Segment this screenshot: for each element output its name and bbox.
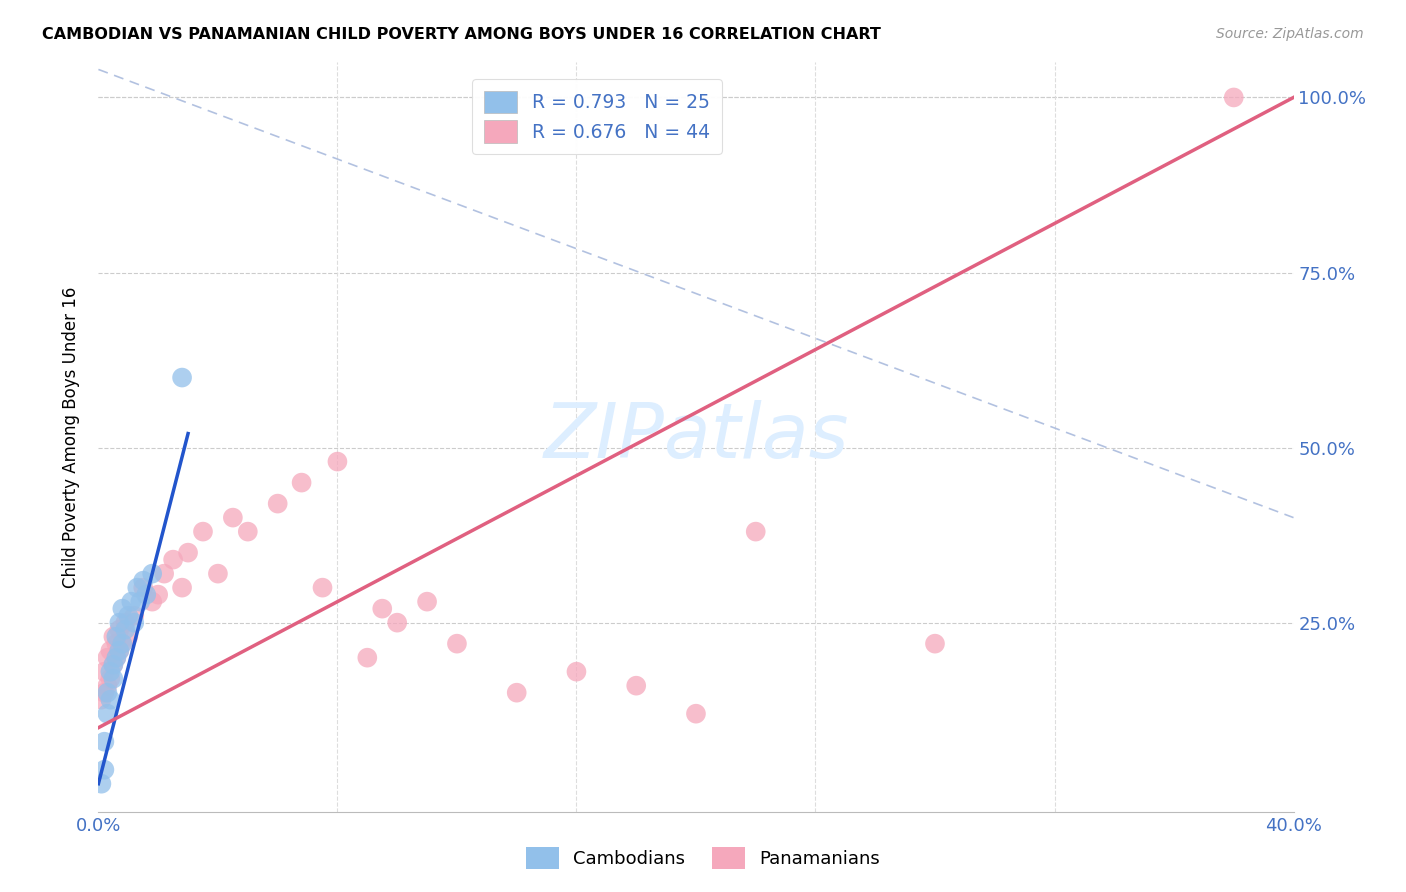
Point <box>416 594 439 608</box>
Point <box>93 763 115 777</box>
Point <box>117 630 139 644</box>
Point <box>124 608 146 623</box>
Point <box>96 686 118 700</box>
Point <box>924 637 946 651</box>
Point <box>108 643 131 657</box>
Point <box>191 524 214 539</box>
Point <box>105 650 128 665</box>
Point <box>132 581 155 595</box>
Text: ZIPatlas: ZIPatlas <box>543 401 849 474</box>
Point <box>96 679 118 693</box>
Text: Source: ZipAtlas.com: Source: ZipAtlas.com <box>1216 27 1364 41</box>
Point <box>172 370 194 384</box>
Legend: Cambodians, Panamanians: Cambodians, Panamanians <box>517 838 889 879</box>
Y-axis label: Child Poverty Among Boys Under 16: Child Poverty Among Boys Under 16 <box>62 286 80 588</box>
Point <box>124 615 146 630</box>
Point <box>148 588 170 602</box>
Point <box>111 637 134 651</box>
Point <box>105 650 128 665</box>
Point <box>93 734 115 748</box>
Point <box>236 524 259 539</box>
Point <box>96 650 118 665</box>
Point <box>90 692 112 706</box>
Point <box>446 637 468 651</box>
Point <box>291 475 314 490</box>
Point <box>93 665 115 679</box>
Point <box>153 566 176 581</box>
Point <box>98 692 122 706</box>
Point <box>127 581 149 595</box>
Point <box>108 615 131 630</box>
Point <box>98 665 122 679</box>
Point <box>267 497 290 511</box>
Point <box>105 637 128 651</box>
Point <box>506 686 529 700</box>
Point <box>207 566 229 581</box>
Point <box>311 581 333 595</box>
Point <box>177 546 200 560</box>
Point <box>685 706 707 721</box>
Point <box>114 623 136 637</box>
Point <box>103 657 125 672</box>
Point <box>98 672 122 686</box>
Point <box>111 601 134 615</box>
Point <box>111 637 134 651</box>
Point <box>1223 90 1246 104</box>
Point <box>162 552 184 566</box>
Point <box>93 686 115 700</box>
Point <box>132 574 155 588</box>
Point <box>117 608 139 623</box>
Text: CAMBODIAN VS PANAMANIAN CHILD POVERTY AMONG BOYS UNDER 16 CORRELATION CHART: CAMBODIAN VS PANAMANIAN CHILD POVERTY AM… <box>42 27 882 42</box>
Legend: R = 0.793   N = 25, R = 0.676   N = 44: R = 0.793 N = 25, R = 0.676 N = 44 <box>472 79 721 154</box>
Point <box>565 665 588 679</box>
Point <box>103 657 125 672</box>
Point <box>120 594 142 608</box>
Point <box>90 777 112 791</box>
Point <box>108 643 131 657</box>
Point <box>371 601 394 615</box>
Point <box>356 650 378 665</box>
Point <box>103 672 125 686</box>
Point <box>172 581 194 595</box>
Point <box>129 594 152 608</box>
Point <box>105 630 128 644</box>
Point <box>141 566 163 581</box>
Point <box>141 594 163 608</box>
Point <box>326 454 349 468</box>
Point <box>103 630 125 644</box>
Point <box>222 510 245 524</box>
Point <box>626 679 648 693</box>
Point <box>135 588 157 602</box>
Point <box>108 623 131 637</box>
Point <box>96 706 118 721</box>
Point <box>114 615 136 630</box>
Point <box>98 643 122 657</box>
Point <box>385 615 409 630</box>
Point <box>745 524 768 539</box>
